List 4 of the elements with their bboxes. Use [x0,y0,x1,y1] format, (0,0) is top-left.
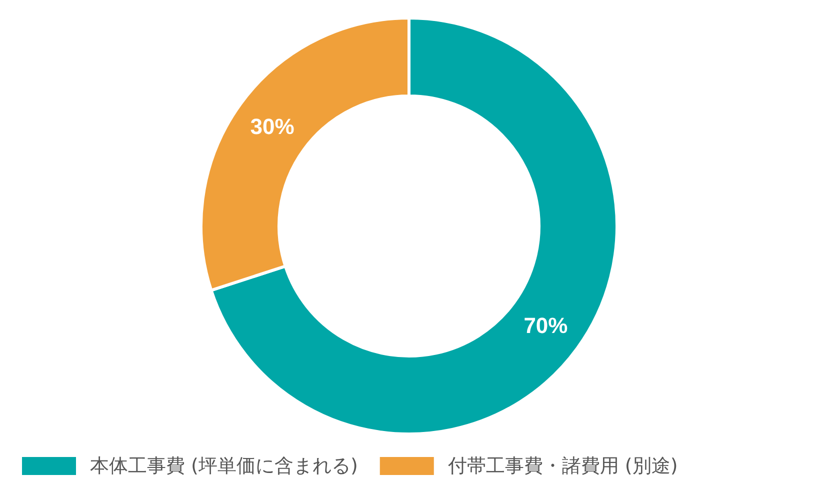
legend-label: 付帯工事費・諸費用 (別途) [446,455,678,477]
data-label: 30% [250,114,294,140]
data-label: 70% [524,312,568,338]
legend-label: 本体工事費 (坪単価に含まれる) [90,455,358,477]
